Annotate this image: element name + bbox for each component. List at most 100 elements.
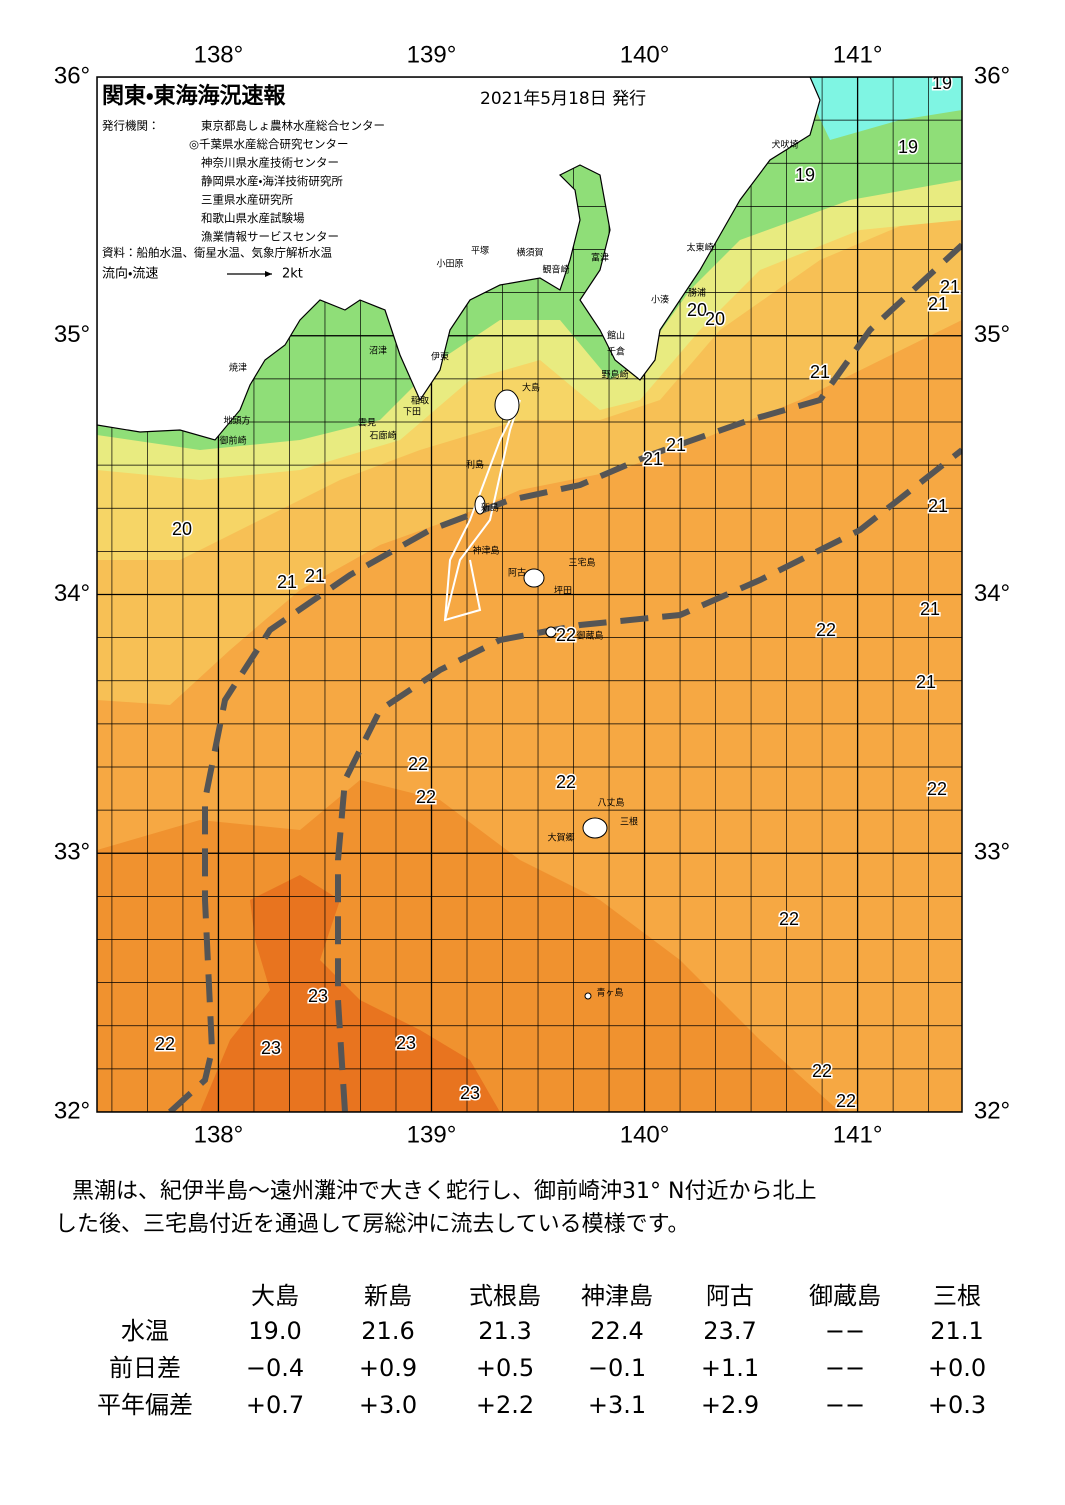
title: 関東・東海海況速報 (102, 83, 286, 109)
table-header: 式根島 (469, 1282, 541, 1310)
isotherm-label: 23 (308, 986, 328, 1006)
isotherm-label: 22 (927, 779, 947, 799)
place-name: 神津島 (472, 545, 499, 557)
isotherm-label: 22 (416, 787, 436, 807)
summary-line: した後、三宅島付近を通過して房総沖に流去している模様です。 (55, 1212, 689, 1237)
isotherm-label: 21 (305, 566, 325, 586)
lat-label: 36° (974, 62, 1010, 89)
isotherm-label: 23 (261, 1038, 281, 1058)
table-header: 神津島 (581, 1282, 653, 1310)
map-frame (96, 76, 963, 1113)
table-cell: −− (825, 1354, 865, 1382)
table-cell: 21.6 (361, 1317, 414, 1345)
place-name: 地頭方 (223, 415, 250, 427)
issuer-name: 三重県水産研究所 (201, 193, 293, 207)
lat-label: 32° (54, 1097, 90, 1124)
place-name: 八丈島 (597, 797, 624, 809)
lat-label: 35° (974, 321, 1010, 348)
sea-coldest (800, 77, 962, 140)
issuer-name: 神奈川県水産技術センター (201, 156, 339, 170)
island (494, 389, 520, 421)
outer: 138° 138° 139° 139° 140° 140° 141° 141° 36° 36° 35… (54, 41, 1010, 1419)
place-name: 野島崎 (601, 369, 628, 381)
table-cell: 21.3 (478, 1317, 531, 1345)
source: 資料：船舶水温、衛星水温、気象庁解析水温 (102, 246, 332, 260)
isotherm-label: 21 (928, 496, 948, 516)
lon-label: 141° (833, 41, 883, 68)
place-name: 館山 (607, 330, 625, 342)
land (97, 77, 821, 441)
place-name: 横須賀 (516, 247, 543, 259)
table-cell: +0.7 (246, 1391, 304, 1419)
lat-label: 34° (54, 580, 90, 607)
table-cell: +1.1 (701, 1354, 759, 1382)
sea-hottest (200, 875, 500, 1112)
isotherm-label: 22 (836, 1091, 856, 1111)
place-name: 三宅島 (568, 557, 595, 569)
place-name: 千倉 (607, 347, 625, 358)
table-cell: 23.7 (703, 1317, 756, 1345)
lat-label: 32° (974, 1097, 1010, 1124)
isotherm-label: 22 (816, 620, 836, 640)
isotherm-label: 23 (396, 1033, 416, 1053)
table-cell: +0.5 (476, 1354, 534, 1382)
row-label: 平年偏差 (97, 1391, 193, 1419)
lon-label: 140° (620, 1121, 670, 1148)
table-cell: −− (825, 1317, 865, 1345)
table-header: 新島 (364, 1282, 412, 1310)
legend-scale: 2kt (282, 267, 303, 282)
place-name: 沼津 (369, 346, 387, 357)
place-name: 焼津 (229, 363, 247, 374)
place-name: 稲取 (411, 395, 429, 407)
table-cell: 21.1 (930, 1317, 983, 1345)
isotherm-label: 22 (556, 625, 576, 645)
lon-label: 138° (194, 1121, 244, 1148)
place-name: 阿古 (508, 567, 526, 579)
isotherm-label: 20 (687, 300, 707, 320)
island (582, 817, 608, 839)
island (584, 992, 592, 1000)
isotherm-label: 19 (898, 137, 918, 157)
lon-label: 139° (407, 41, 457, 68)
place-name: 伊東 (431, 351, 449, 363)
isotherm-label: 22 (779, 909, 799, 929)
place-name: 犬吠埼 (771, 139, 798, 151)
isotherm-label: 20 (172, 519, 192, 539)
summary-line: 黒潮は、紀伊半島～遠州灘沖で大きく蛇行し、御前崎沖31° N付近から北上 (72, 1179, 816, 1204)
lat-label: 36° (54, 62, 90, 89)
lat-label: 33° (54, 839, 90, 866)
table-header: 御蔵島 (809, 1282, 881, 1310)
island (474, 495, 486, 515)
isotherm-label: 22 (408, 754, 428, 774)
place-name: 坪田 (554, 586, 572, 597)
row-label: 前日差 (109, 1354, 181, 1382)
isotherm-label: 22 (556, 772, 576, 792)
isotherm-label: 21 (810, 362, 830, 382)
isotherm-label: 21 (928, 294, 948, 314)
place-name: 太東崎 (686, 242, 713, 254)
place-name: 三根 (620, 816, 638, 828)
place-name: 勝浦 (688, 287, 706, 299)
legend-label: 流向・流速 (102, 266, 158, 282)
place-name: 富津 (591, 252, 609, 264)
kuroshio-edge (167, 242, 962, 1112)
table-cell: +3.1 (588, 1391, 646, 1419)
table-cell: 22.4 (590, 1317, 643, 1345)
table-cell: +2.2 (476, 1391, 534, 1419)
table-cell: 19.0 (248, 1317, 301, 1345)
table-cell: +0.3 (928, 1391, 986, 1419)
place-name: 雲見 (358, 418, 376, 429)
place-name: 石廊崎 (369, 430, 396, 442)
lat-label: 33° (974, 839, 1010, 866)
issuer-name: 静岡県水産・海洋技術研究所 (201, 174, 343, 188)
isotherm-label: 19 (795, 165, 815, 185)
issuer-name: 東京都島しょ農林水産総合センター (201, 119, 385, 133)
isotherm-label: 21 (277, 572, 297, 592)
isotherm-label: 21 (643, 449, 663, 469)
issuer-name: ◎千葉県水産総合研究センター (189, 137, 349, 151)
place-name: 平塚 (471, 246, 489, 257)
table-cell: +0.9 (359, 1354, 417, 1382)
issuer-name: 和歌山県水産試験場 (201, 211, 305, 225)
issuer-label: 発行機関： (102, 119, 160, 133)
